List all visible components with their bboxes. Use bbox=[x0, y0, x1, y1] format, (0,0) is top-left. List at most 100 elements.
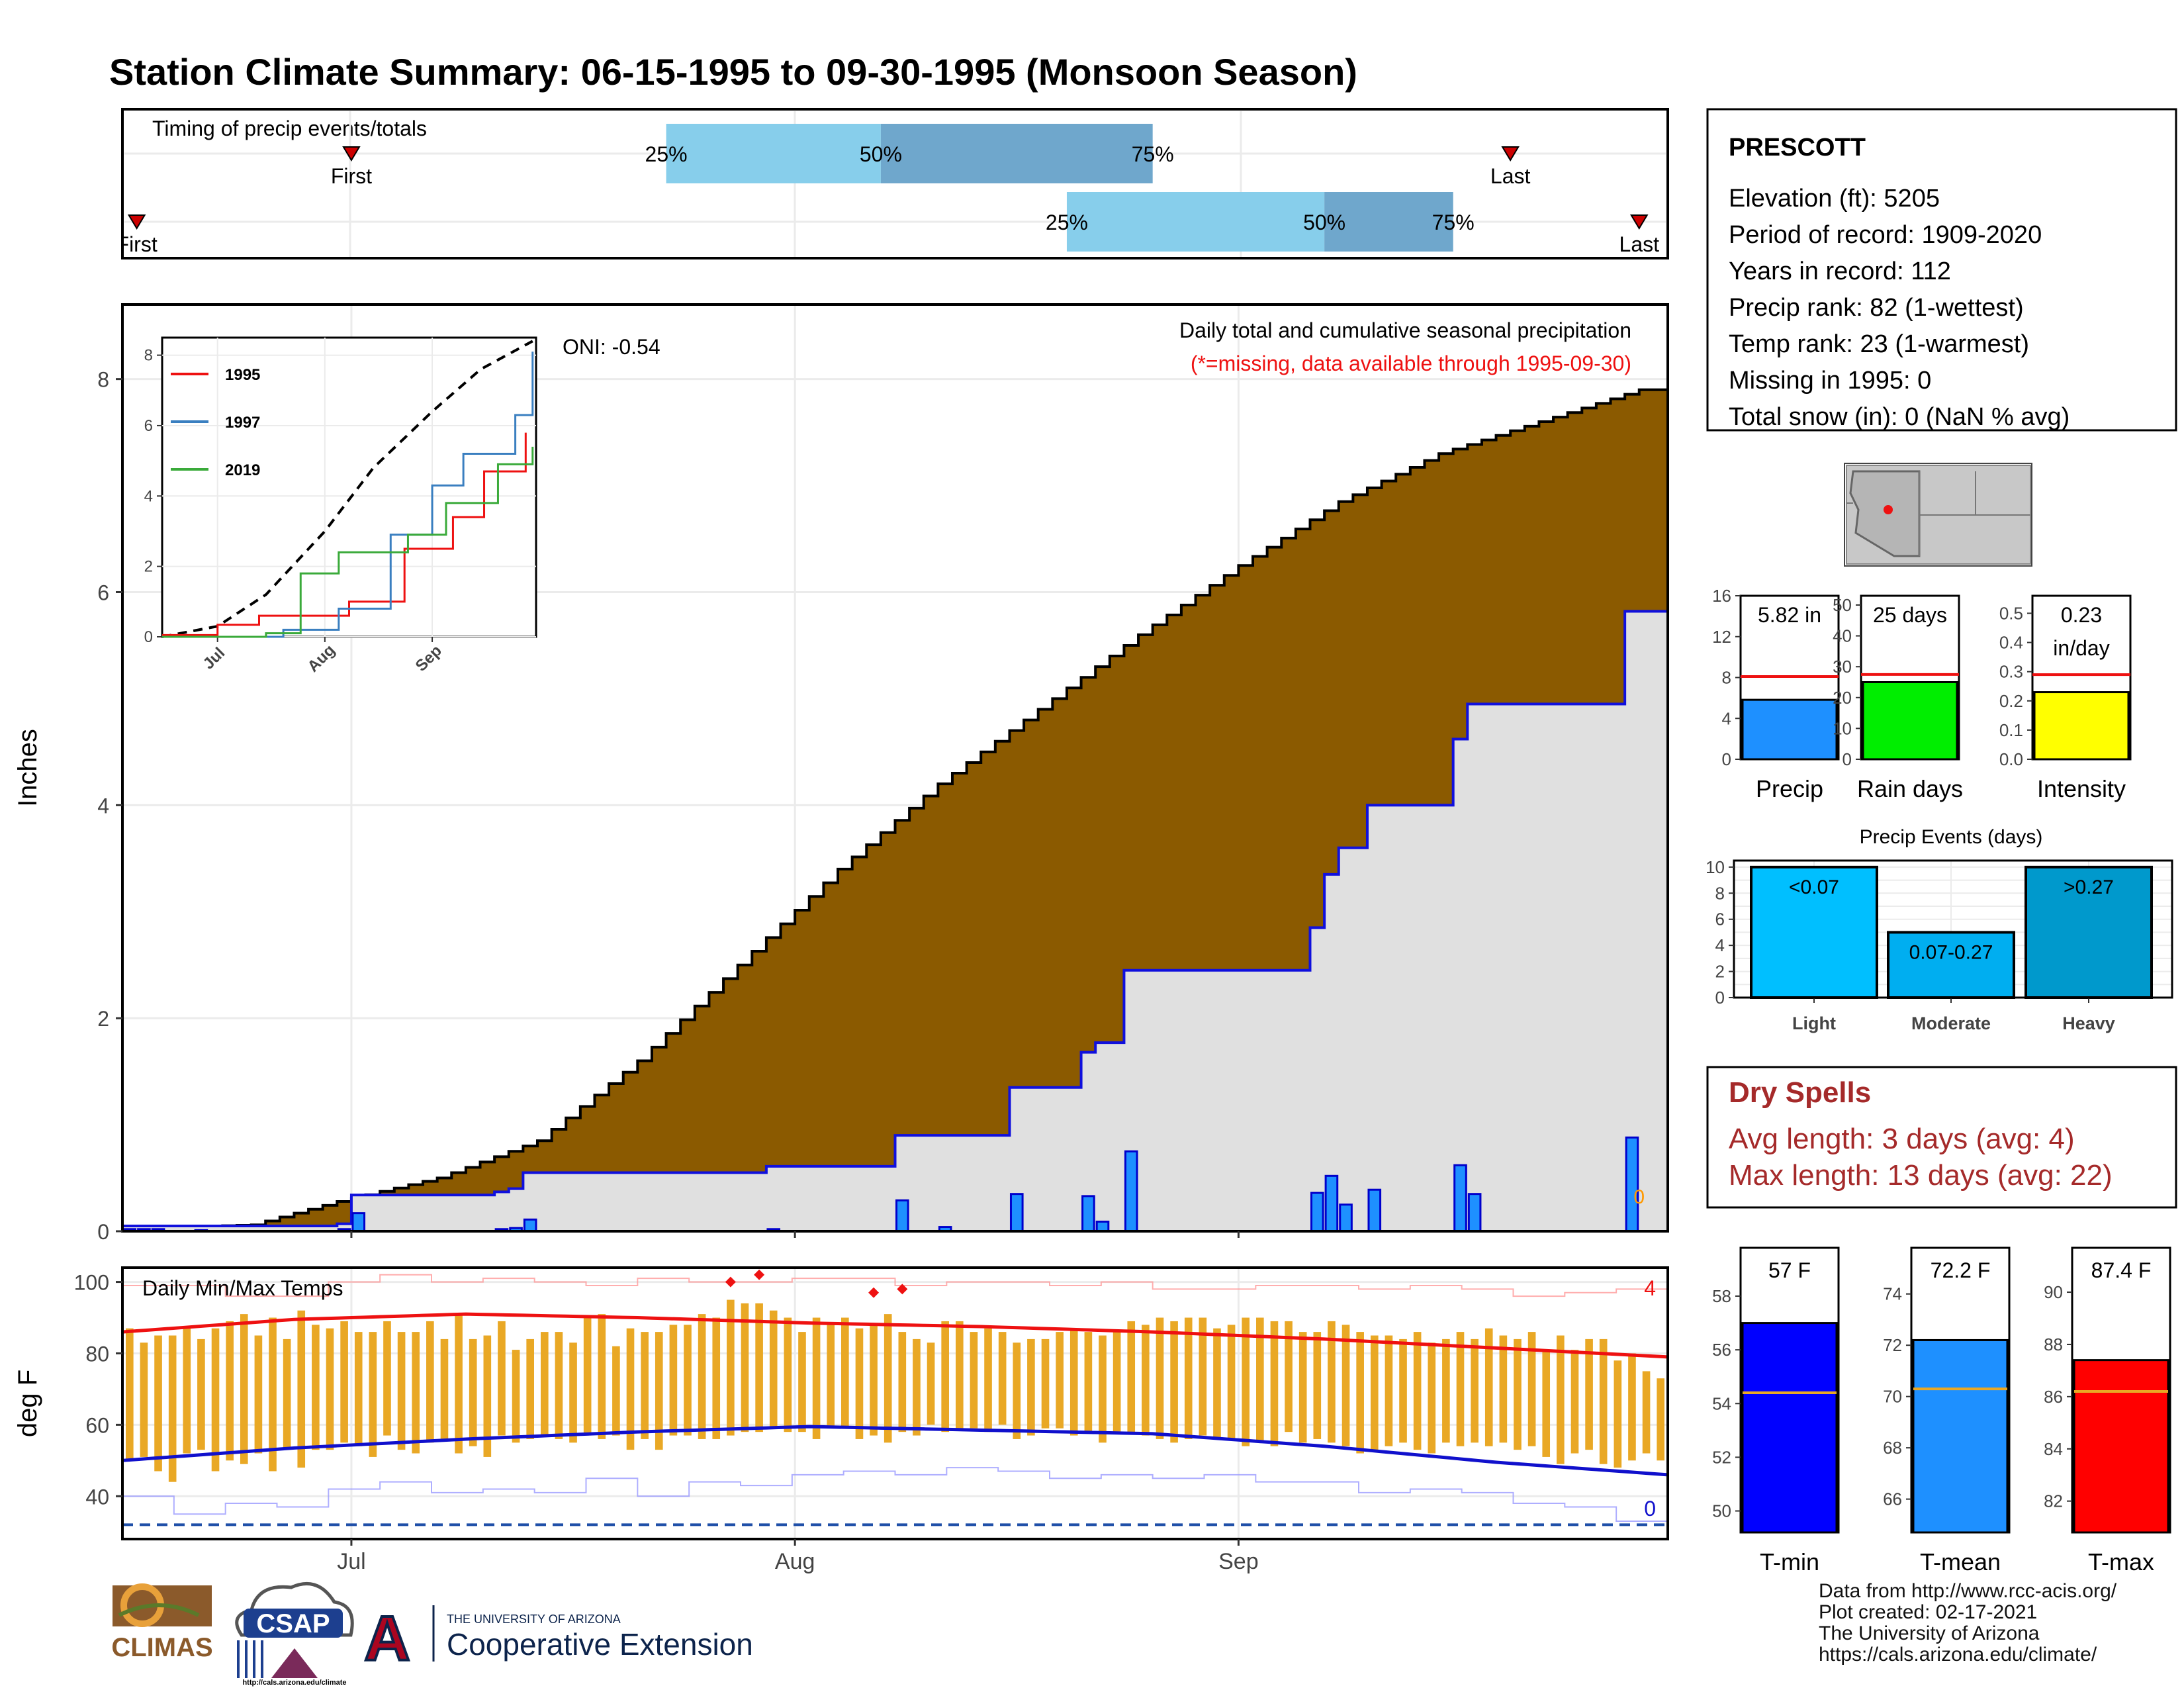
daily-temp-range-bar bbox=[1542, 1350, 1551, 1457]
inset-series-line bbox=[162, 432, 527, 636]
summary-bar-tick-label: 16 bbox=[1712, 586, 1731, 606]
daily-temp-range-bar bbox=[283, 1338, 291, 1450]
daily-temp-range-bar bbox=[827, 1325, 835, 1429]
university-of-arizona-logo: A THE UNIVERSITY OF ARIZONA Cooperative … bbox=[363, 1602, 753, 1675]
daily-temp-range-bar bbox=[483, 1335, 492, 1457]
daily-temp-range-bar bbox=[941, 1321, 949, 1432]
station-info-box: PRESCOTT Elevation (ft): 5205 Period of … bbox=[1706, 108, 2177, 432]
daily-temp-range-bar bbox=[197, 1338, 205, 1450]
summary-bar-value-label: 0.23 bbox=[2061, 603, 2102, 627]
precip-y-tick-label: 8 bbox=[97, 368, 109, 392]
daily-temp-range-bar bbox=[1298, 1332, 1307, 1443]
first-event-marker bbox=[342, 146, 361, 162]
daily-temp-range-bar bbox=[512, 1350, 520, 1443]
record-high-marker bbox=[897, 1284, 908, 1295]
daily-precip-bar bbox=[1310, 1192, 1324, 1233]
daily-precip-bar bbox=[351, 1212, 366, 1233]
inset-legend-label: 1997 bbox=[225, 414, 260, 432]
daily-temp-range-bar bbox=[1041, 1338, 1050, 1429]
temp-y-tick-label: 100 bbox=[74, 1271, 109, 1295]
timing-q75-label: 75% bbox=[1132, 142, 1174, 166]
daily-temp-range-bar bbox=[1084, 1332, 1093, 1432]
precip-event-category-label: Moderate bbox=[1911, 1013, 1991, 1033]
summary-bar-tick-label: 12 bbox=[1712, 627, 1731, 647]
precip-y-tick-label: 6 bbox=[97, 581, 109, 604]
record-high-line bbox=[122, 1274, 1668, 1297]
daily-temp-range-bar bbox=[297, 1310, 306, 1468]
missing-note: (*=missing, data available through 1995-… bbox=[1191, 352, 1631, 375]
daily-temp-range-bar bbox=[1585, 1338, 1593, 1450]
daily-temp-range-bar bbox=[755, 1303, 763, 1432]
credit-data-source: Data from http://www.rcc-acis.org/ bbox=[1819, 1580, 2117, 1602]
summary-bar-value bbox=[2033, 691, 2130, 761]
timing-row-label: Avg bbox=[71, 142, 108, 166]
station-missing: Missing in 1995: 0 bbox=[1729, 367, 1931, 395]
temp-summary-tick-label: 54 bbox=[1712, 1393, 1731, 1413]
precip-events-title: Precip Events (days) bbox=[1860, 826, 2043, 848]
x-axis-tick-label: Jul bbox=[337, 1549, 365, 1574]
temp-summary-tick-label: 72 bbox=[1883, 1335, 1902, 1355]
x-axis-tick-label: Aug bbox=[775, 1549, 815, 1574]
precip-subtitle: Daily total and cumulative seasonal prec… bbox=[1179, 318, 1631, 342]
temp-summary-tick-label: 86 bbox=[2044, 1387, 2063, 1407]
precip-event-range-label: 0.07-0.27 bbox=[1909, 941, 1993, 963]
summary-bar-value bbox=[1741, 698, 1838, 761]
temp-summary-tick-label: 50 bbox=[1712, 1501, 1731, 1521]
summary-bar-tick-label: 0.5 bbox=[1999, 603, 2023, 623]
daily-precip-bar bbox=[1339, 1203, 1353, 1233]
daily-temp-range-bar bbox=[898, 1332, 907, 1432]
daily-temp-range-bar bbox=[154, 1335, 162, 1472]
daily-temp-range-bar bbox=[211, 1328, 220, 1472]
daily-temp-range-bar bbox=[1213, 1328, 1221, 1439]
temp-summary-tick-label: 90 bbox=[2044, 1282, 2063, 1302]
daily-temp-range-bar bbox=[1471, 1338, 1479, 1443]
record-low-line bbox=[122, 1467, 1668, 1523]
daily-temp-range-bar bbox=[1156, 1317, 1164, 1439]
temp-summary-tick-label: 52 bbox=[1712, 1447, 1731, 1467]
station-snow: Total snow (in): 0 (NaN % avg) bbox=[1729, 403, 2070, 431]
summary-bar-value-label: 5.82 in bbox=[1758, 603, 1821, 627]
precip-panel: 0 2 4 6 8 Inches ONI: -0.54 Daily total and … bbox=[13, 303, 1669, 1244]
daily-temp-range-bar bbox=[1113, 1332, 1121, 1432]
daily-temp-range-bar bbox=[426, 1321, 434, 1443]
daily-temp-range-bar bbox=[1013, 1342, 1021, 1439]
daily-temp-range-bar bbox=[1328, 1321, 1336, 1443]
daily-temp-range-bar bbox=[555, 1332, 563, 1439]
daily-temp-range-bar bbox=[1342, 1325, 1350, 1446]
summary-bar-tick-label: 50 bbox=[1833, 595, 1852, 615]
summary-bar-label: Rain days bbox=[1857, 775, 1963, 802]
daily-temp-range-bar bbox=[254, 1335, 263, 1454]
temp-summary-t-max: 82 84 86 88 90 87.4 F T-max bbox=[2044, 1246, 2171, 1575]
temp-summary-value-bar bbox=[1741, 1322, 1838, 1534]
timing-q25-label: 25% bbox=[645, 142, 688, 166]
summary-bar-tick-label: 0 bbox=[1843, 749, 1852, 769]
station-name: PRESCOTT bbox=[1729, 134, 1866, 162]
daily-precip-bar bbox=[1367, 1188, 1382, 1233]
temp-y-tick-label: 40 bbox=[85, 1485, 109, 1509]
daily-temp-range-bar bbox=[1069, 1328, 1078, 1436]
daily-temp-range-bar bbox=[955, 1321, 964, 1429]
precip-event-range-label: >0.27 bbox=[2064, 876, 2114, 898]
station-years: Years in record: 112 bbox=[1729, 258, 1951, 285]
oni-value: ONI: -0.54 bbox=[563, 335, 660, 359]
first-event-marker bbox=[127, 214, 146, 230]
daily-temp-range-bar bbox=[855, 1328, 864, 1439]
daily-temp-range-bar bbox=[1184, 1317, 1193, 1439]
record-high-marker bbox=[725, 1276, 736, 1288]
daily-precip-bar bbox=[1625, 1136, 1639, 1233]
precip-event-range-label: <0.07 bbox=[1789, 876, 1839, 898]
record-low-count: 0 bbox=[1644, 1497, 1656, 1521]
daily-temp-range-bar bbox=[226, 1321, 234, 1461]
summary-bar-tick-label: 0.2 bbox=[1999, 691, 2023, 711]
timing-q50-q75-bar bbox=[1324, 192, 1453, 252]
daily-temp-range-bar bbox=[669, 1325, 678, 1436]
daily-temp-range-bar bbox=[183, 1328, 191, 1454]
temp-summary-label: T-mean bbox=[1920, 1548, 2001, 1575]
daily-temp-range-bar bbox=[240, 1314, 248, 1464]
daily-temp-range-bar bbox=[1657, 1378, 1664, 1461]
summary-bar-precip: 0 4 8 12 16 5.82 in Precip bbox=[1712, 586, 1840, 802]
daily-temp-range-bar bbox=[598, 1314, 606, 1439]
daily-temp-range-bar bbox=[140, 1342, 148, 1457]
temp-summary-label: T-min bbox=[1760, 1548, 1819, 1575]
inset-y-tick-label: 0 bbox=[144, 628, 153, 646]
